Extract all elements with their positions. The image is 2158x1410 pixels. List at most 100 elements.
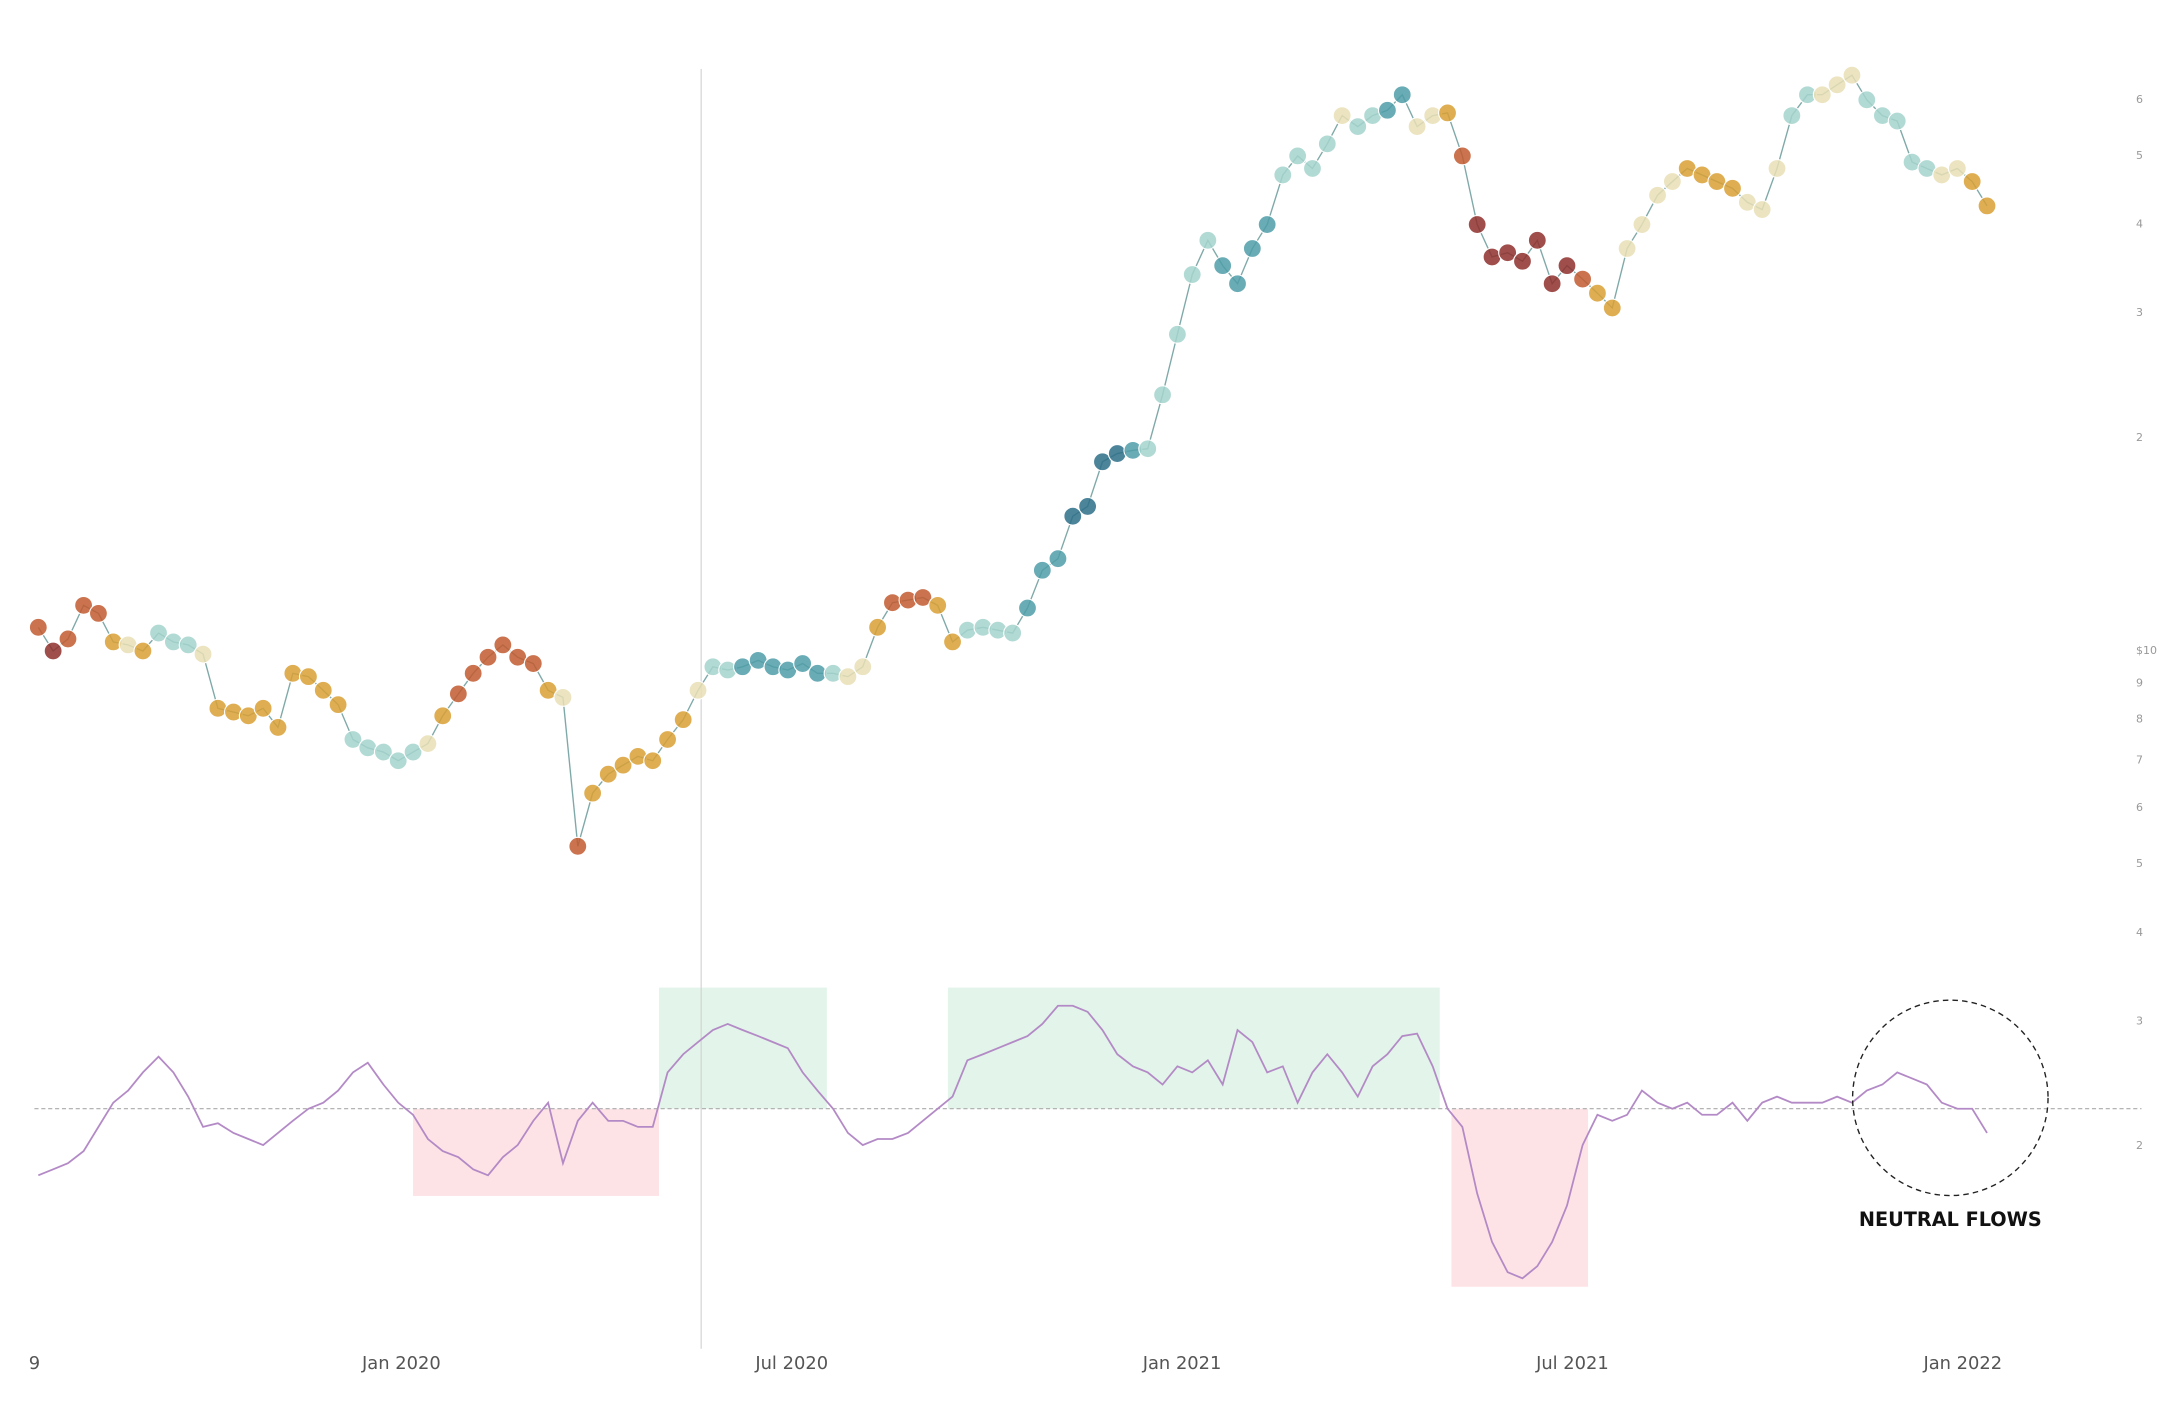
price-bubble — [1962, 172, 1982, 192]
price-bubble — [1648, 185, 1668, 205]
flow-region — [1451, 1108, 1589, 1287]
y-tick-label: 6 — [2136, 93, 2143, 106]
price-bubble — [553, 687, 573, 707]
price-bubble — [1707, 172, 1727, 192]
price-bubble — [1977, 196, 1997, 216]
price-bubble — [1332, 106, 1352, 126]
y-tick-label: 5 — [2136, 857, 2143, 870]
price-bubble — [1242, 239, 1262, 259]
price-bubble — [1273, 165, 1293, 185]
x-tick-label: Jul 2020 — [754, 1353, 828, 1374]
price-bubble — [658, 729, 678, 749]
price-bubble — [1767, 158, 1787, 178]
price-bubble — [298, 667, 318, 687]
price-bubble — [643, 751, 663, 771]
price-bubble — [1288, 146, 1308, 166]
price-bubble — [957, 620, 977, 640]
price-bubble — [1167, 324, 1187, 344]
flow-region — [947, 987, 1440, 1109]
price-bubble — [1153, 385, 1173, 405]
y-tick-label: 9 — [2136, 676, 2143, 689]
price-bubble — [208, 698, 228, 718]
price-bubble — [1182, 265, 1202, 285]
price-bubble — [1527, 230, 1547, 250]
price-bubble — [1812, 85, 1832, 105]
price-bubble — [1482, 247, 1502, 267]
y-tick-label: 4 — [2136, 218, 2143, 231]
price-bubble — [913, 587, 933, 607]
price-bubble — [1198, 230, 1218, 250]
price-bubble — [928, 595, 948, 615]
price-bubble — [943, 632, 963, 652]
x-tick-label: Jul 2021 — [1535, 1353, 1609, 1374]
price-bubble — [1407, 117, 1427, 137]
price-bubble — [1078, 496, 1098, 516]
price-bubble — [1842, 65, 1862, 85]
price-bubble — [1032, 560, 1052, 580]
price-bubble — [1782, 106, 1802, 126]
price-bubble — [1632, 215, 1652, 235]
price-bubble — [74, 595, 94, 615]
price-bubble — [28, 617, 48, 637]
price-bubble — [1092, 452, 1112, 472]
price-bubble — [43, 641, 63, 661]
price-bubble — [1107, 444, 1127, 464]
price-bubble — [1512, 251, 1532, 271]
price-bubble — [1857, 90, 1877, 110]
price-bubble — [1392, 85, 1412, 105]
price-line — [37, 74, 1988, 847]
price-bubble — [1063, 506, 1083, 526]
price-bubble — [1573, 269, 1593, 289]
price-bubble — [493, 635, 513, 655]
price-bubble — [268, 717, 288, 737]
price-bubble — [1377, 100, 1397, 120]
price-bubble — [133, 641, 153, 661]
price-bubble — [838, 667, 858, 687]
price-bubble — [88, 603, 108, 623]
price-bubble — [1947, 158, 1967, 178]
price-bubble — [1317, 134, 1337, 154]
price-bubble — [1467, 215, 1487, 235]
y-tick-label: 8 — [2136, 713, 2143, 726]
price-bubble — [1138, 439, 1158, 459]
price-bubble — [328, 695, 348, 715]
price-bubble — [882, 593, 902, 613]
price-bubble — [1752, 200, 1772, 220]
y-tick-label: 2 — [2136, 1139, 2143, 1152]
price-bubble — [238, 706, 258, 726]
price-bubble — [868, 617, 888, 637]
price-bubble — [523, 654, 543, 674]
price-bubble — [598, 764, 618, 784]
y-tick-label: 3 — [2136, 306, 2143, 319]
price-bubble — [313, 680, 333, 700]
y-tick-label: 6 — [2136, 801, 2143, 814]
price-bubble — [1723, 178, 1742, 198]
price-bubble — [448, 684, 468, 704]
price-bubble — [1602, 298, 1622, 318]
y-tick-label: $10 — [2136, 644, 2157, 657]
x-tick-label: Jan 2022 — [1922, 1353, 2002, 1374]
price-bubble — [583, 783, 603, 803]
price-bubble — [283, 663, 303, 683]
price-bubble — [58, 629, 78, 649]
price-bubble — [358, 738, 378, 758]
price-bubble — [853, 657, 873, 677]
price-bubble — [478, 647, 498, 667]
price-bubble — [1438, 103, 1458, 123]
price-bubble — [403, 742, 423, 762]
price-bubble — [1348, 117, 1368, 137]
flow-line — [37, 1004, 1988, 1280]
flow-region — [413, 1108, 659, 1196]
price-bubble — [1617, 239, 1637, 259]
price-bubble — [463, 663, 483, 683]
flow-region — [658, 987, 827, 1109]
price-bubble — [1498, 243, 1518, 263]
y-tick-label: 3 — [2136, 1014, 2143, 1027]
price-bubble — [178, 635, 198, 655]
y-tick-label: 2 — [2136, 431, 2143, 444]
price-bubble — [1542, 274, 1562, 294]
price-bubble — [1018, 598, 1037, 618]
price-bubble — [1557, 256, 1577, 276]
